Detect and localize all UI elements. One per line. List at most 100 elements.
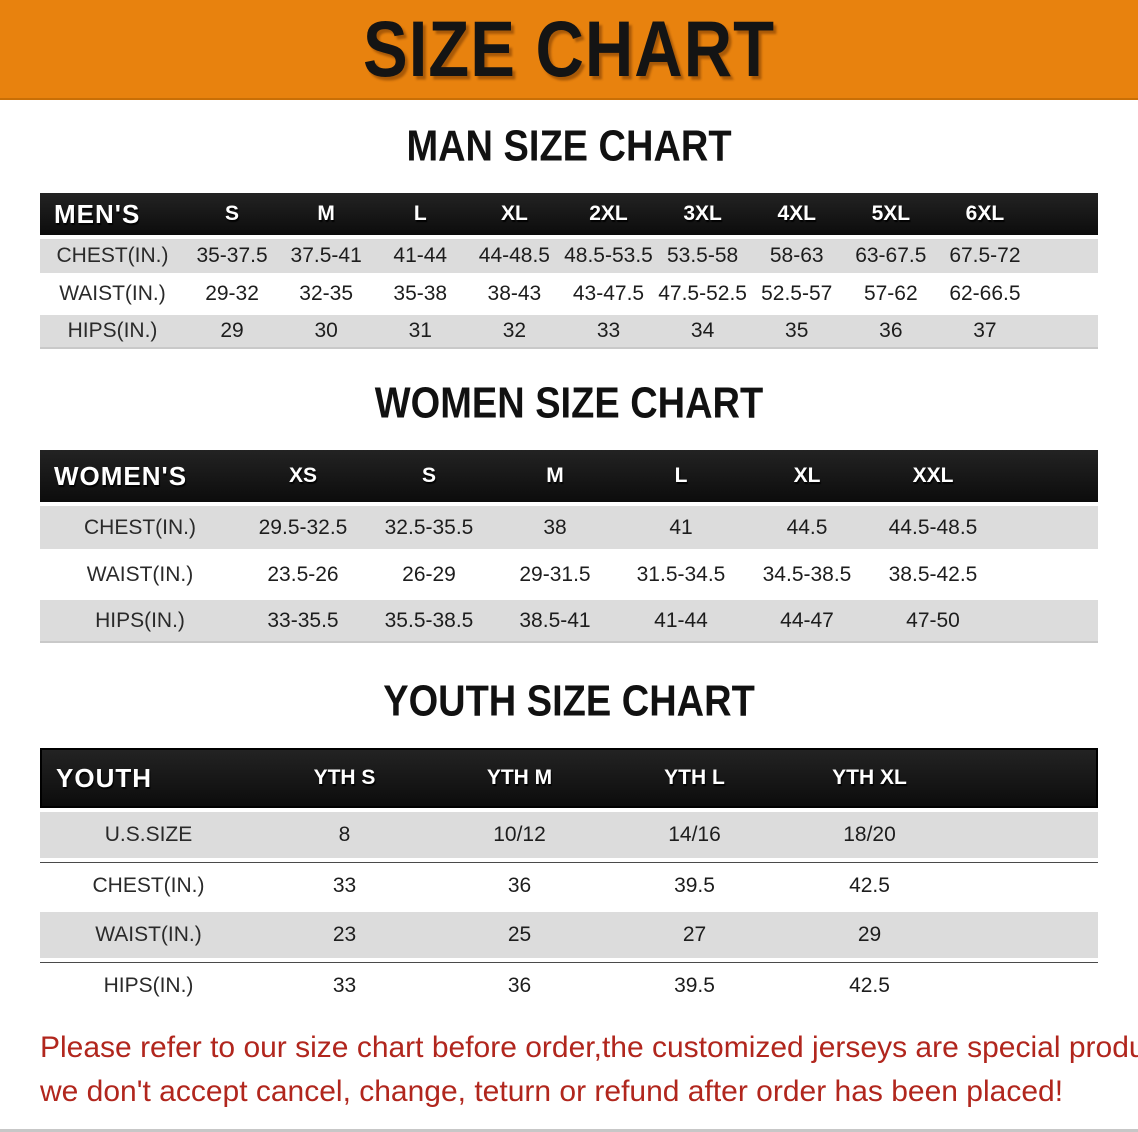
womens-table-body: CHEST(IN.) 29.5-32.5 32.5-35.5 38 41 44.5 44.5… [40,506,1098,643]
size-value-cell: 58-63 [769,244,824,267]
table-row: CHEST(IN.) 33 36 39.5 42.5 [40,862,1098,908]
measurement-label: HIPS(IN.) [40,600,240,643]
size-value-cell: 39.5 [607,862,782,908]
measurement-label: CHEST(IN.) [40,862,257,908]
size-value-cell: 23.5-26 [267,562,339,586]
mens-table-body: CHEST(IN.) 35-37.5 37.5-41 41-44 44-48.5 48.5… [40,239,1098,349]
size-value-cell: 44.5 [786,515,828,539]
size-value-cell: 63-67.5 [855,244,927,267]
header-row: YOUTH YTH S YTH M YTH L YTH XL [40,748,1098,808]
size-column-header: 3XL [655,193,750,235]
spacer-cell [996,450,1098,502]
measurement-label: WAIST(IN.) [95,923,202,946]
spacer-cell [996,553,1098,596]
table-row: HIPS(IN.) 33-35.5 35.5-38.5 38.5-41 41-44 44-… [40,600,1098,643]
spacer-cell [1032,239,1098,273]
size-value-cell: 33 [257,862,432,908]
disclaimer: Please refer to our size chart before or… [40,1026,1138,1114]
table-row: U.S.SIZE 8 10/12 14/16 18/20 [40,812,1098,858]
size-value-cell: 33 [561,315,656,349]
size-value-cell: 38-43 [487,282,542,305]
size-value-cell: 37 [937,315,1032,349]
size-value-cell: 32-35 [299,282,354,305]
disclaimer-line-2: we don't accept cancel, change, teturn o… [40,1075,1064,1108]
size-value-cell: 29 [185,315,280,349]
size-value-cell: 29-32 [205,282,259,305]
size-value-cell: 42.5 [782,962,957,1008]
measurement-label: HIPS(IN.) [40,315,185,349]
table-row: HIPS(IN.) 29 30 31 32 33 34 35 36 37 [40,315,1098,349]
banner-title: SIZE CHART [363,4,775,94]
spacer-cell [996,600,1098,643]
size-column-header: XL [744,450,870,502]
size-value-cell: 36 [843,315,938,349]
mens-size-table: MEN'S S M L XL 2XL 3XL 4XL 5XL 6XL CHEST(IN.) 35-… [40,189,1098,353]
bottom-edge-divider [0,1129,1138,1132]
group-label-womens: WOMEN'S [40,450,240,502]
table-row: CHEST(IN.) 29.5-32.5 32.5-35.5 38 41 44.5 44.5… [40,506,1098,549]
size-value-cell: 57-62 [863,282,918,305]
size-value-cell: 38.5-42.5 [888,562,978,586]
size-value-cell: 30 [279,315,374,349]
size-column-header: XXL [870,450,996,502]
group-label-mens: MEN'S [40,193,185,235]
table-row: WAIST(IN.) 23.5-26 26-29 29-31.5 31.5-34.5 34… [40,553,1098,596]
size-value-cell: 53.5-58 [666,244,739,267]
header-row: MEN'S S M L XL 2XL 3XL 4XL 5XL 6XL [40,193,1098,235]
womens-table-header: WOMEN'S XS S M L XL XXL [40,450,1098,502]
size-value-cell: 31.5-34.5 [636,562,726,586]
size-value-cell: 62-66.5 [949,282,1021,305]
youth-table-body: U.S.SIZE 8 10/12 14/16 18/20 CHEST(IN.) 33 36 39… [40,812,1098,1008]
banner: SIZE CHART [0,0,1138,100]
size-value-cell: 34 [655,315,750,349]
spacer-cell [957,962,1098,1008]
table-row: HIPS(IN.) 33 36 39.5 42.5 [40,962,1098,1008]
table-row: WAIST(IN.) 29-32 32-35 35-38 38-43 43-47.5 47.… [40,277,1098,311]
women-section-heading: WOMEN SIZE CHART [0,380,1138,428]
disclaimer-line-1: Please refer to our size chart before or… [40,1031,1138,1064]
size-value-cell: 33 [257,962,432,1008]
group-label-youth: YOUTH [40,748,257,808]
size-value-cell: 35-37.5 [196,244,268,267]
size-value-cell: 29 [857,923,882,946]
size-value-cell: 44.5-48.5 [888,515,978,539]
size-value-cell: 36 [432,962,607,1008]
size-column-header: YTH L [607,748,782,808]
size-value-cell: 43-47.5 [572,282,645,305]
size-column-header: M [492,450,618,502]
measurement-label: WAIST(IN.) [86,562,194,586]
size-column-header: YTH XL [782,748,957,808]
size-column-header: M [279,193,374,235]
size-column-header: XL [467,193,562,235]
size-column-header: 6XL [937,193,1032,235]
size-value-cell: 52.5-57 [761,282,833,305]
size-value-cell: 47-50 [870,600,996,643]
measurement-label: U.S.SIZE [104,823,193,846]
measurement-label: HIPS(IN.) [40,962,257,1008]
size-value-cell: 35.5-38.5 [366,600,492,643]
size-value-cell: 29-31.5 [519,562,591,586]
size-column-header: S [185,193,280,235]
size-value-cell: 8 [338,823,351,846]
size-value-cell: 41-44 [618,600,744,643]
men-section-heading: MAN SIZE CHART [0,123,1138,171]
spacer-cell [957,912,1098,958]
size-value-cell: 67.5-72 [949,244,1021,267]
size-column-header: L [373,193,468,235]
size-value-cell: 26-29 [402,562,456,586]
size-value-cell: 23 [332,923,357,946]
measurement-label: WAIST(IN.) [59,282,166,305]
youth-section-heading: YOUTH SIZE CHART [0,678,1138,726]
size-value-cell: 33-35.5 [240,600,366,643]
size-column-header: 2XL [561,193,656,235]
size-value-cell: 38 [543,515,567,539]
size-value-cell: 41 [669,515,693,539]
size-value-cell: 42.5 [782,862,957,908]
size-value-cell: 27 [682,923,707,946]
size-column-header: 4XL [749,193,844,235]
size-value-cell: 14/16 [668,823,721,846]
table-row: WAIST(IN.) 23 25 27 29 [40,912,1098,958]
size-column-header: L [618,450,744,502]
spacer-cell [1032,277,1098,311]
size-value-cell: 32.5-35.5 [384,515,474,539]
